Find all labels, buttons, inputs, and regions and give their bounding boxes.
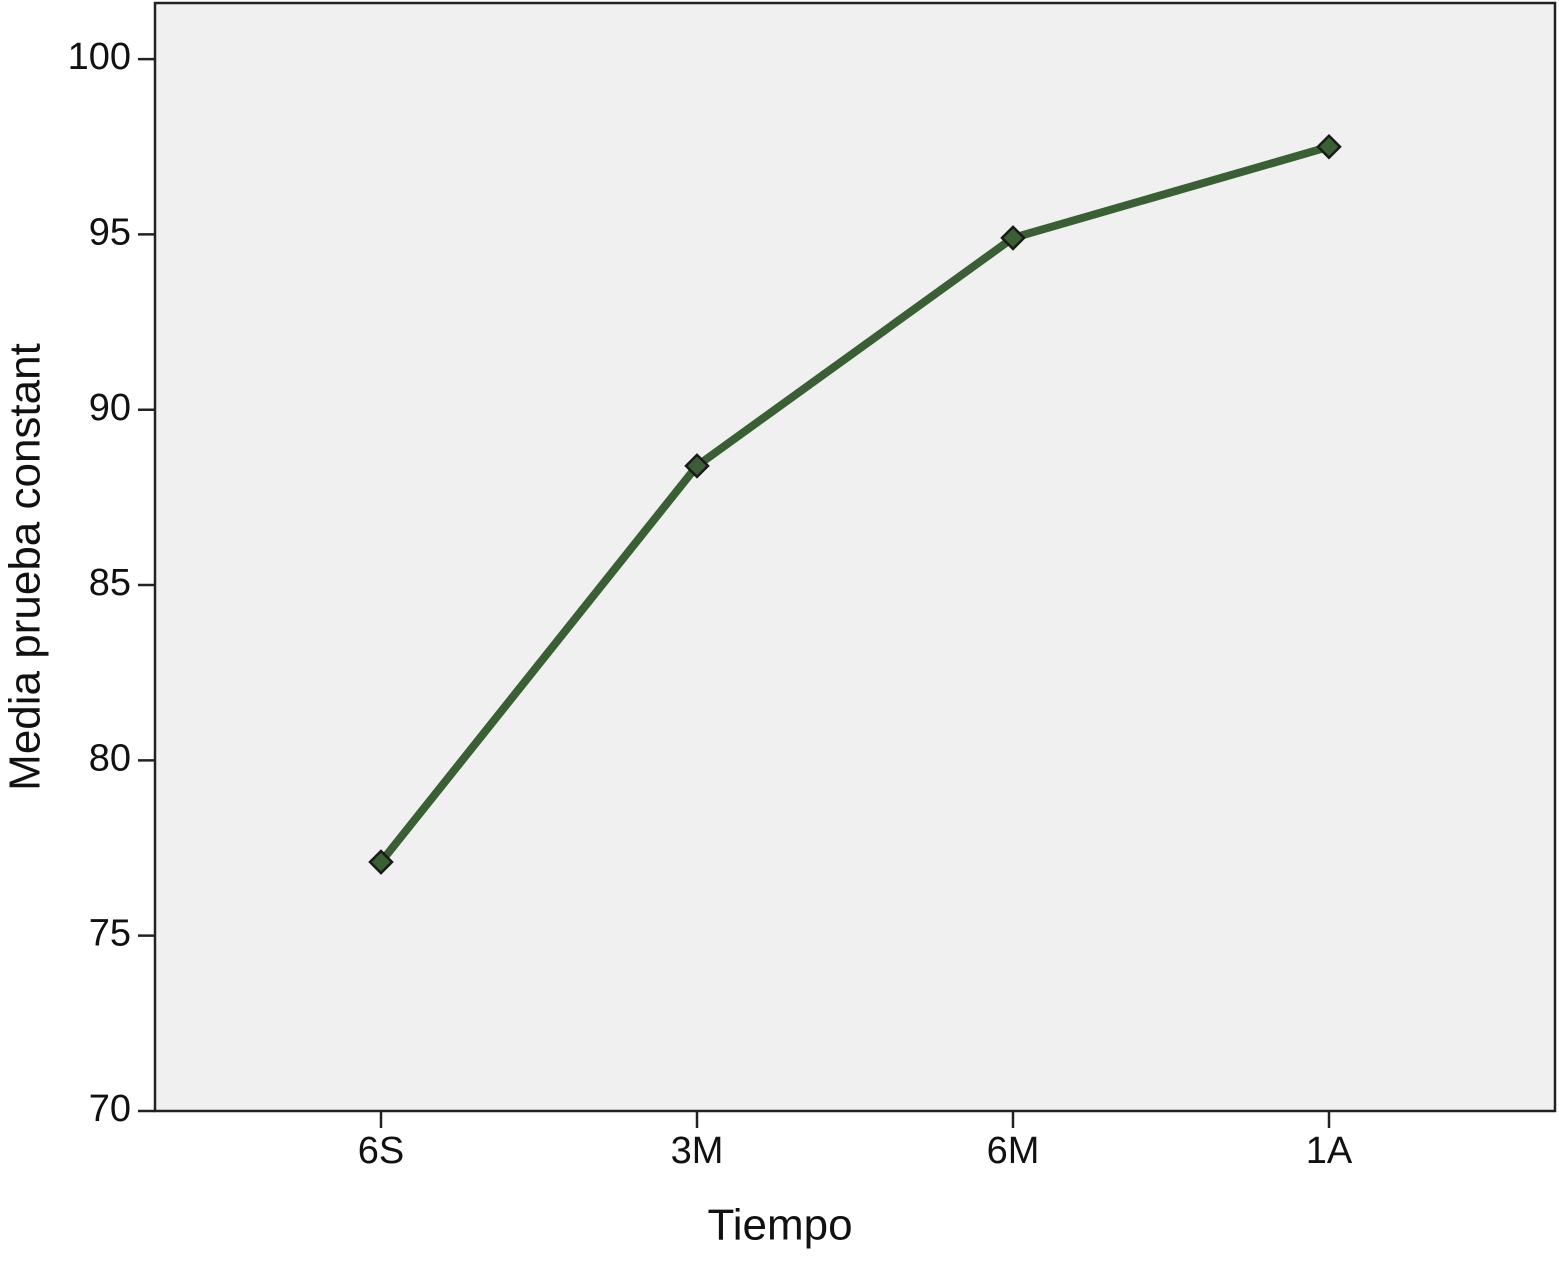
x-axis-title: Tiempo (707, 1201, 852, 1250)
series-line (377, 142, 1331, 865)
marker (1000, 225, 1026, 251)
x-tick-label: 1A (1306, 1130, 1353, 1172)
x-tick-label: 3M (671, 1130, 724, 1172)
marker (684, 453, 710, 479)
y-tick-label: 85 (89, 562, 131, 604)
x-tick-label: 6S (358, 1130, 404, 1172)
y-tick-label: 95 (89, 211, 131, 253)
marker (1316, 133, 1342, 160)
y-tick-label: 75 (89, 913, 131, 955)
y-axis-title: Media prueba constant (1, 343, 50, 791)
plot-area (153, 1, 1557, 1113)
y-tick-label: 100 (68, 36, 131, 78)
y-tick-label: 70 (89, 1088, 131, 1130)
x-tick-label: 6M (987, 1130, 1040, 1172)
y-tick-label: 90 (89, 387, 131, 429)
marker (368, 849, 394, 875)
y-tick-label: 80 (89, 737, 131, 779)
